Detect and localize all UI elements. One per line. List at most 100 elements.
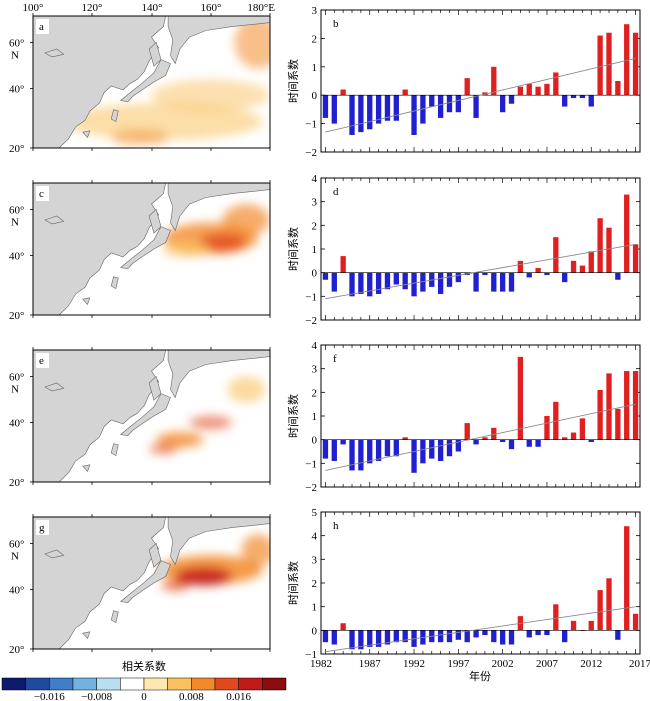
bar-1993 bbox=[420, 95, 426, 124]
bar-2016 bbox=[624, 194, 630, 273]
bar-2013 bbox=[597, 35, 603, 96]
panel-label-box bbox=[36, 186, 49, 201]
lat-label-n: N bbox=[11, 49, 19, 61]
bar-1984 bbox=[340, 623, 346, 631]
colorbar-swatch bbox=[238, 677, 263, 691]
x-tick-label: 2017 bbox=[629, 658, 650, 670]
lat-label-40: 40° bbox=[9, 251, 24, 263]
bar-1985 bbox=[349, 95, 355, 135]
bar-2014 bbox=[606, 373, 612, 440]
bar-1987 bbox=[367, 95, 373, 130]
colorbar-swatch bbox=[1, 677, 26, 691]
bar-2016 bbox=[624, 24, 630, 96]
land-mass bbox=[33, 16, 167, 148]
bar-1999 bbox=[473, 439, 479, 445]
lat-label-40: 40° bbox=[9, 585, 24, 597]
trend-line bbox=[325, 57, 636, 133]
plot-frame bbox=[320, 177, 641, 321]
trend-line bbox=[325, 243, 636, 300]
plot-frame bbox=[320, 344, 641, 488]
x-tick-label: 1992 bbox=[403, 658, 425, 670]
panel-label: a bbox=[39, 21, 44, 33]
trend-line bbox=[325, 606, 636, 653]
panel-label: d bbox=[333, 186, 339, 198]
land-mass bbox=[148, 375, 162, 401]
bar-2007 bbox=[544, 416, 550, 440]
bar-1995 bbox=[437, 95, 444, 118]
bar-2013 bbox=[597, 590, 603, 631]
bar-2012 bbox=[588, 620, 594, 631]
trend-line bbox=[325, 403, 636, 471]
bar-2014 bbox=[606, 32, 612, 96]
bar-1986 bbox=[358, 630, 364, 650]
y-tick-label: −1 bbox=[305, 649, 317, 661]
land-mass bbox=[110, 276, 119, 290]
bar-2002 bbox=[499, 272, 506, 292]
bar-2015 bbox=[615, 630, 621, 640]
bar-1983 bbox=[331, 630, 337, 645]
bar-2004 bbox=[517, 356, 524, 440]
y-tick-label: −1 bbox=[305, 458, 317, 470]
hotspot bbox=[227, 376, 266, 403]
bar-2011 bbox=[579, 265, 586, 273]
bar-2003 bbox=[508, 439, 515, 450]
land-mass bbox=[148, 542, 162, 568]
colorbar-swatch bbox=[96, 677, 121, 691]
hotspot bbox=[241, 534, 270, 566]
bar-1991 bbox=[402, 89, 408, 96]
y-tick-label: 4 bbox=[312, 531, 318, 543]
bar-2006 bbox=[535, 86, 541, 96]
colorbar-swatch bbox=[120, 677, 145, 691]
x-tick-label: 2012 bbox=[580, 658, 602, 670]
land-mass bbox=[44, 549, 65, 559]
bar-1982 bbox=[322, 439, 329, 459]
bar-2013 bbox=[597, 218, 603, 273]
bar-2007 bbox=[544, 630, 550, 636]
bar-1982 bbox=[322, 95, 329, 118]
bar-1990 bbox=[393, 439, 399, 457]
colorbar-swatch bbox=[25, 677, 50, 691]
bar-2008 bbox=[553, 237, 559, 273]
bar-2008 bbox=[553, 401, 559, 440]
bar-1982 bbox=[322, 272, 329, 280]
map-frame bbox=[32, 15, 271, 149]
x-tick-label: 1982 bbox=[310, 658, 332, 670]
colorbar-swatch bbox=[72, 677, 97, 691]
land-mass bbox=[110, 443, 119, 457]
bar-1988 bbox=[375, 439, 382, 461]
bar-1994 bbox=[429, 439, 435, 459]
bar-1990 bbox=[393, 272, 399, 285]
y-tick-label: 3 bbox=[312, 364, 318, 376]
bar-1995 bbox=[437, 630, 444, 643]
y-tick-label: 2 bbox=[312, 33, 318, 45]
bar-2005 bbox=[526, 630, 532, 638]
bar-2001 bbox=[491, 272, 497, 292]
hotspot bbox=[160, 580, 190, 591]
land-mass bbox=[110, 610, 119, 624]
hotspot bbox=[198, 233, 247, 252]
lon-label: 100° bbox=[23, 2, 44, 14]
bar-2010 bbox=[570, 260, 577, 273]
colorbar-swatch bbox=[214, 677, 239, 691]
land-mass bbox=[44, 215, 65, 225]
y-tick-label: 0 bbox=[312, 268, 318, 280]
bar-1986 bbox=[358, 272, 364, 294]
bar-chart-b: −2 −1 0 1 2 3 b 时间系数 bbox=[287, 5, 641, 159]
bar-1994 bbox=[429, 95, 435, 107]
hotspot bbox=[163, 241, 211, 257]
bar-1987 bbox=[367, 630, 373, 647]
bar-2000 bbox=[482, 272, 488, 276]
land-mass bbox=[82, 631, 91, 639]
land-mass bbox=[120, 393, 171, 437]
lat-label-60: 60° bbox=[9, 371, 24, 383]
bar-1999 bbox=[473, 272, 479, 292]
map-panel-e: 60°N 40° 20° e bbox=[9, 347, 271, 489]
land-mass bbox=[167, 517, 270, 566]
y-axis-label: 时间系数 bbox=[287, 561, 300, 605]
colorbar-swatch bbox=[262, 677, 287, 691]
bar-2006 bbox=[535, 630, 541, 636]
bar-1991 bbox=[402, 437, 408, 440]
bar-2002 bbox=[499, 439, 506, 443]
lat-label-n: N bbox=[11, 383, 19, 395]
bar-1989 bbox=[384, 630, 391, 645]
